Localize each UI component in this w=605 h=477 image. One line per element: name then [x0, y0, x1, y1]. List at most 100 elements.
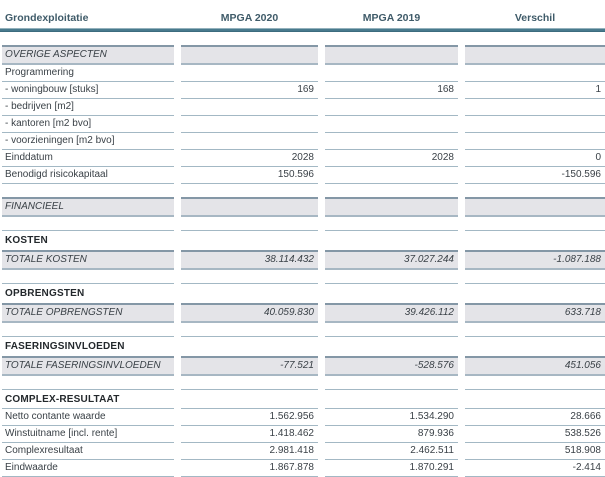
cell-mpga2019: [325, 116, 458, 133]
cell-verschil: [465, 99, 605, 116]
spacer-row: [0, 323, 605, 337]
col-header-verschil: Verschil: [514, 12, 556, 24]
row-label: Einddatum: [2, 150, 174, 167]
cell-mpga2020: 1.867.878: [181, 460, 318, 477]
cell-mpga2020: 150.596: [181, 167, 318, 184]
cell-mpga2020: 38.114.432: [181, 250, 318, 270]
cell-mpga2019: 879.936: [325, 426, 458, 443]
heading-faseringsinvloeden: FASERINGSINVLOEDEN: [0, 337, 605, 356]
spacer: [0, 32, 605, 45]
cell-verschil: 1: [465, 82, 605, 99]
cell-mpga2020: [181, 133, 318, 150]
table-row: Einddatum 2028 2028 0: [0, 150, 605, 167]
section-bar-financieel: FINANCIEEL: [0, 197, 605, 217]
empty-cell: [181, 284, 318, 303]
cell-mpga2019: [325, 45, 458, 65]
spacer-cell: [325, 270, 458, 284]
heading-label: COMPLEX-RESULTAAT: [2, 390, 174, 409]
cell-mpga2019: 39.426.112: [325, 303, 458, 323]
spacer-row: [0, 217, 605, 231]
spacer-cell: [2, 270, 174, 284]
row-label: Benodigd risicokapitaal: [2, 167, 174, 184]
cell-mpga2020: [181, 116, 318, 133]
table-row: Benodigd risicokapitaal 150.596 -150.596: [0, 167, 605, 184]
total-row-faseringsinvloeden: TOTALE FASERINGSINVLOEDEN -77.521 -528.5…: [0, 356, 605, 376]
spacer-cell: [325, 217, 458, 231]
section-label: OVERIGE ASPECTEN: [2, 45, 174, 65]
spacer-cell: [465, 323, 605, 337]
table-row: Eindwaarde 1.867.878 1.870.291 -2.414: [0, 460, 605, 477]
empty-cell: [465, 284, 605, 303]
spacer-row: [0, 270, 605, 284]
total-row-kosten: TOTALE KOSTEN 38.114.432 37.027.244 -1.0…: [0, 250, 605, 270]
spacer-cell: [2, 376, 174, 390]
cell-mpga2020: -77.521: [181, 356, 318, 376]
cell-mpga2019: 1.870.291: [325, 460, 458, 477]
cell-mpga2019: [325, 167, 458, 184]
cell-verschil: [465, 116, 605, 133]
spacer-cell: [181, 376, 318, 390]
heading-opbrengsten: OPBRENGSTEN: [0, 284, 605, 303]
cell-mpga2020: 1.562.956: [181, 409, 318, 426]
total-row-opbrengsten: TOTALE OPBRENGSTEN 40.059.830 39.426.112…: [0, 303, 605, 323]
spacer-cell: [2, 217, 174, 231]
col-header-mpga-2019: MPGA 2019: [362, 12, 421, 24]
cell-mpga2019: 2.462.511: [325, 443, 458, 460]
cell-verschil: 633.718: [465, 303, 605, 323]
empty-cell: [181, 231, 318, 250]
row-label: Complexresultaat: [2, 443, 174, 460]
cell-verschil: -2.414: [465, 460, 605, 477]
spacer-cell: [325, 376, 458, 390]
total-label: TOTALE OPBRENGSTEN: [2, 303, 174, 323]
cell-mpga2019: 2028: [325, 150, 458, 167]
cell-verschil: [465, 197, 605, 217]
row-label: Eindwaarde: [2, 460, 174, 477]
table-row: - voorzieningen [m2 bvo]: [0, 133, 605, 150]
heading-kosten: KOSTEN: [0, 231, 605, 250]
cell-mpga2019: 1.534.290: [325, 409, 458, 426]
empty-cell: [465, 231, 605, 250]
cell-mpga2019: 168: [325, 82, 458, 99]
header-row: Grondexploitatie MPGA 2020 MPGA 2019 Ver…: [0, 0, 605, 27]
spacer-cell: [465, 217, 605, 231]
section-bar-overige-aspecten: OVERIGE ASPECTEN: [0, 45, 605, 65]
col-header-mpga-2020: MPGA 2020: [220, 12, 279, 24]
cell-verschil: [465, 45, 605, 65]
cell-verschil: 538.526: [465, 426, 605, 443]
empty-cell: [325, 284, 458, 303]
empty-cell: [181, 337, 318, 356]
cell-mpga2020: [181, 45, 318, 65]
heading-label: OPBRENGSTEN: [5, 288, 85, 299]
spacer-row: [0, 376, 605, 390]
row-label: - bedrijven [m2]: [2, 99, 174, 116]
cell-verschil: -1.087.188: [465, 250, 605, 270]
cell-mpga2019: -528.576: [325, 356, 458, 376]
spacer-cell: [2, 323, 174, 337]
empty-cell: [325, 337, 458, 356]
cell-verschil: 451.056: [465, 356, 605, 376]
empty-cell: [181, 390, 318, 409]
cell-mpga2019: [325, 133, 458, 150]
row-label: Programmering: [2, 65, 174, 82]
cell-mpga2019: 37.027.244: [325, 250, 458, 270]
cell-mpga2020: [181, 99, 318, 116]
empty-cell: [325, 231, 458, 250]
row-label: Netto contante waarde: [2, 409, 174, 426]
header-divider: [0, 28, 605, 32]
empty-cell: [325, 390, 458, 409]
cell-mpga2020: 1.418.462: [181, 426, 318, 443]
table-row: Winstuitname [incl. rente] 1.418.462 879…: [0, 426, 605, 443]
heading-label: FASERINGSINVLOEDEN: [5, 341, 125, 352]
empty-cell: [465, 337, 605, 356]
spacer-cell: [181, 270, 318, 284]
table-row: Programmering: [0, 65, 605, 82]
cell-verschil: 0: [465, 150, 605, 167]
cell-mpga2020: 169: [181, 82, 318, 99]
cell-mpga2020: 2028: [181, 150, 318, 167]
spacer-cell: [465, 270, 605, 284]
cell-mpga2019: [325, 65, 458, 82]
cell-verschil: 28.666: [465, 409, 605, 426]
total-label: TOTALE FASERINGSINVLOEDEN: [2, 356, 174, 376]
row-label: - woningbouw [stuks]: [2, 82, 174, 99]
cell-verschil: [465, 65, 605, 82]
